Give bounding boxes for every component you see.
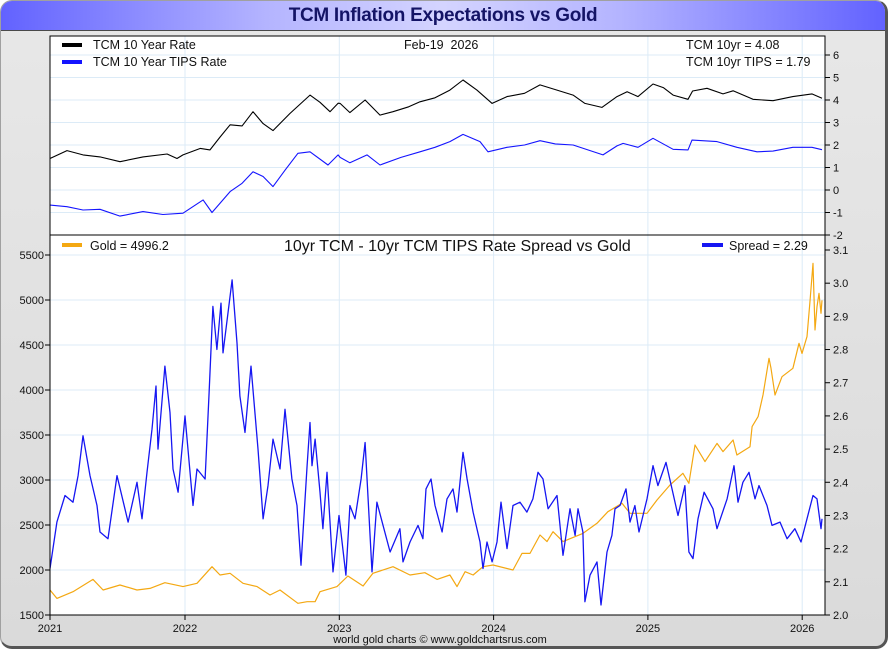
y-tick-label-gold: 4500	[20, 340, 44, 352]
y-tick-label-spread: 2.5	[833, 444, 848, 456]
window-title: TCM Inflation Expectations vs Gold	[288, 5, 598, 26]
y-tick-label-spread: 2.0	[833, 610, 848, 622]
y-tick-label-spread: 2.8	[833, 345, 848, 357]
x-tick-label: 2024	[481, 623, 505, 635]
y-tick-label-gold: 3500	[20, 430, 44, 442]
y-tick-label-top-right: 1	[833, 163, 839, 175]
y-tick-label-top-right: 4	[833, 95, 839, 107]
readout-tcm-tips: TCM 10yr TIPS = 1.79	[686, 55, 811, 69]
legend-label-spread: Spread = 2.29	[729, 239, 808, 253]
y-tick-label-spread: 3.0	[833, 278, 848, 290]
y-tick-label-spread: 2.9	[833, 311, 848, 323]
series-line-tcm-10yr	[50, 79, 823, 163]
footer-credit: world gold charts © www.goldchartsrus.co…	[332, 634, 547, 646]
y-tick-label-gold: 2000	[20, 565, 44, 577]
plot-area	[50, 36, 825, 615]
top-panel-series	[50, 79, 823, 217]
x-tick-label: 2021	[38, 623, 62, 635]
x-tick-label: 2022	[173, 623, 197, 635]
series-line-spread	[50, 279, 823, 606]
y-tick-label-top-right: 3	[833, 118, 839, 130]
axes: 2021 2022 2023 2024 2025 2026 6 5 4 3 2 1 0 -1 -2 5500 5…	[20, 50, 849, 635]
y-tick-label-top-right: 0	[833, 185, 839, 197]
y-tick-label-top-right: -1	[833, 208, 843, 220]
y-tick-label-gold: 5500	[20, 250, 44, 262]
y-tick-label-gold: 3000	[20, 475, 44, 487]
series-line-tcm-tips	[50, 133, 823, 217]
y-tick-label-spread: 2.1	[833, 577, 848, 589]
y-tick-label-spread: 2.3	[833, 510, 848, 522]
y-tick-label-spread: 2.4	[833, 477, 848, 489]
legend-label-tcm-tips: TCM 10 Year TIPS Rate	[93, 55, 227, 69]
y-tick-label-top-right: 2	[833, 140, 839, 152]
y-tick-label-gold: 4000	[20, 385, 44, 397]
title-bar: TCM Inflation Expectations vs Gold	[1, 1, 885, 31]
series-line-gold	[50, 262, 823, 604]
y-tick-label-spread: 2.7	[833, 378, 848, 390]
y-tick-label-gold: 2500	[20, 520, 44, 532]
y-tick-label-top-right: 5	[833, 73, 839, 85]
x-tick-label: 2026	[790, 623, 814, 635]
y-tick-label-gold: 5000	[20, 295, 44, 307]
legend-label-tcm-10yr: TCM 10 Year Rate	[93, 38, 196, 52]
readout-tcm-10yr: TCM 10yr = 4.08	[686, 38, 779, 52]
y-tick-label-spread: 2.6	[833, 411, 848, 423]
bottom-panel-series	[50, 262, 823, 606]
date-label: Feb-19 2026	[404, 38, 478, 52]
y-tick-label-gold: 1500	[20, 610, 44, 622]
y-tick-label-top-right: -2	[833, 230, 843, 242]
x-tick-label: 2025	[636, 623, 660, 635]
y-tick-label-spread: 2.2	[833, 544, 848, 556]
x-tick-label: 2023	[327, 623, 351, 635]
plot-frame	[49, 35, 826, 616]
y-tick-label-top-right: 6	[833, 50, 839, 62]
y-tick-label-spread: 3.1	[833, 245, 848, 257]
legend-label-gold: Gold = 4996.2	[90, 239, 169, 253]
bottom-panel-title: 10yr TCM - 10yr TCM TIPS Rate Spread vs …	[284, 238, 631, 255]
